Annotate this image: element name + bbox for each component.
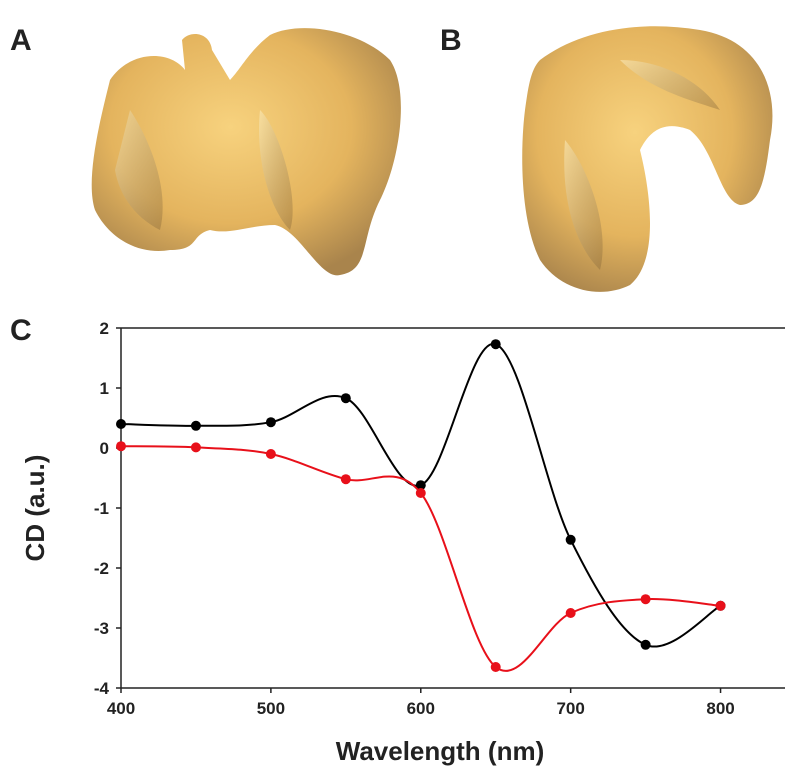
chart: C Wavelength (nm) CD (a.u.) -4 -3 -2 -1 0 1 2 4… (10, 314, 785, 766)
data-point (415, 480, 426, 491)
data-point (265, 449, 276, 459)
x-tick-label: 500 (257, 699, 285, 718)
x-axis-title: Wavelength (nm) (336, 736, 544, 766)
series-line (120, 445, 721, 672)
y-tick-label: -2 (94, 559, 109, 578)
data-point (490, 339, 501, 350)
data-point (490, 662, 501, 672)
data-point (565, 608, 576, 618)
data-point (715, 600, 726, 611)
y-tick-label: -4 (94, 679, 110, 698)
data-point (565, 534, 576, 545)
render-b (522, 26, 773, 292)
render-a (91, 28, 401, 276)
data-point (190, 420, 201, 431)
x-tick-label: 800 (706, 699, 734, 718)
y-axis-title: CD (a.u.) (20, 455, 50, 562)
y-tick-label: 2 (100, 319, 109, 338)
data-point (340, 393, 351, 404)
y-tick-label: -3 (94, 619, 109, 638)
panel-label: B (440, 24, 462, 57)
x-tick-label: 700 (556, 699, 584, 718)
data-point (190, 442, 201, 453)
data-point (640, 639, 651, 650)
panel-label: C (10, 314, 32, 347)
data-point (265, 417, 276, 428)
y-tick-label: 1 (100, 379, 109, 398)
x-tick-label: 400 (107, 699, 135, 718)
data-point (415, 488, 426, 498)
data-point (640, 594, 651, 605)
y-tick-label: 0 (100, 439, 109, 458)
panel-label: A (10, 24, 32, 57)
x-tick-label: 600 (407, 699, 435, 718)
series-line (120, 343, 722, 648)
data-point (116, 419, 126, 429)
y-tick-label: -1 (94, 499, 109, 518)
data-point (116, 441, 126, 452)
data-point (340, 474, 351, 485)
